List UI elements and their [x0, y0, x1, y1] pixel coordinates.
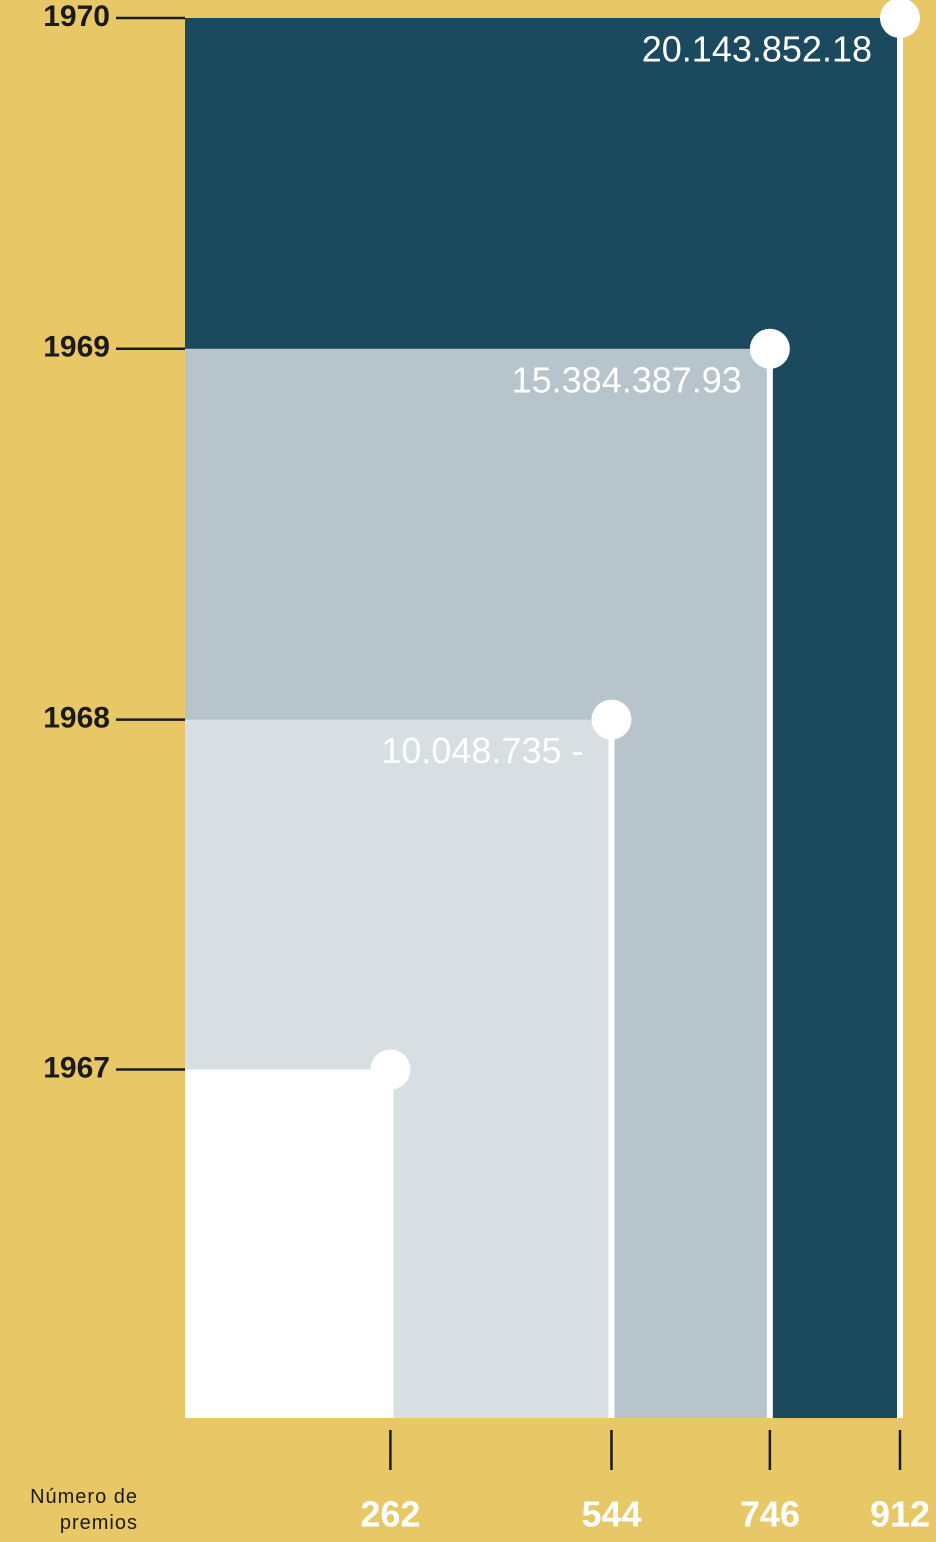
- value-label: 15.384.387.93: [512, 359, 742, 400]
- year-label: 1969: [43, 331, 110, 364]
- value-label: 10.048.735 -: [381, 730, 583, 771]
- x-tick-label: 746: [740, 1494, 800, 1535]
- area-rect: [185, 1069, 391, 1418]
- marker: [880, 0, 920, 38]
- x-tick-label: 544: [581, 1494, 641, 1535]
- x-tick-label: 262: [360, 1494, 420, 1535]
- marker: [749, 328, 790, 369]
- x-tick-label: 912: [870, 1494, 930, 1535]
- value-label: 20.143.852.18: [642, 29, 872, 70]
- marker: [591, 699, 632, 740]
- value-label: 5.013.611: [205, 1080, 362, 1121]
- marker: [370, 1049, 411, 1090]
- x-axis-label: Número de premios: [30, 1486, 138, 1534]
- year-label: 1970: [43, 0, 110, 33]
- year-label: 1968: [43, 702, 110, 735]
- year-label: 1967: [43, 1051, 110, 1084]
